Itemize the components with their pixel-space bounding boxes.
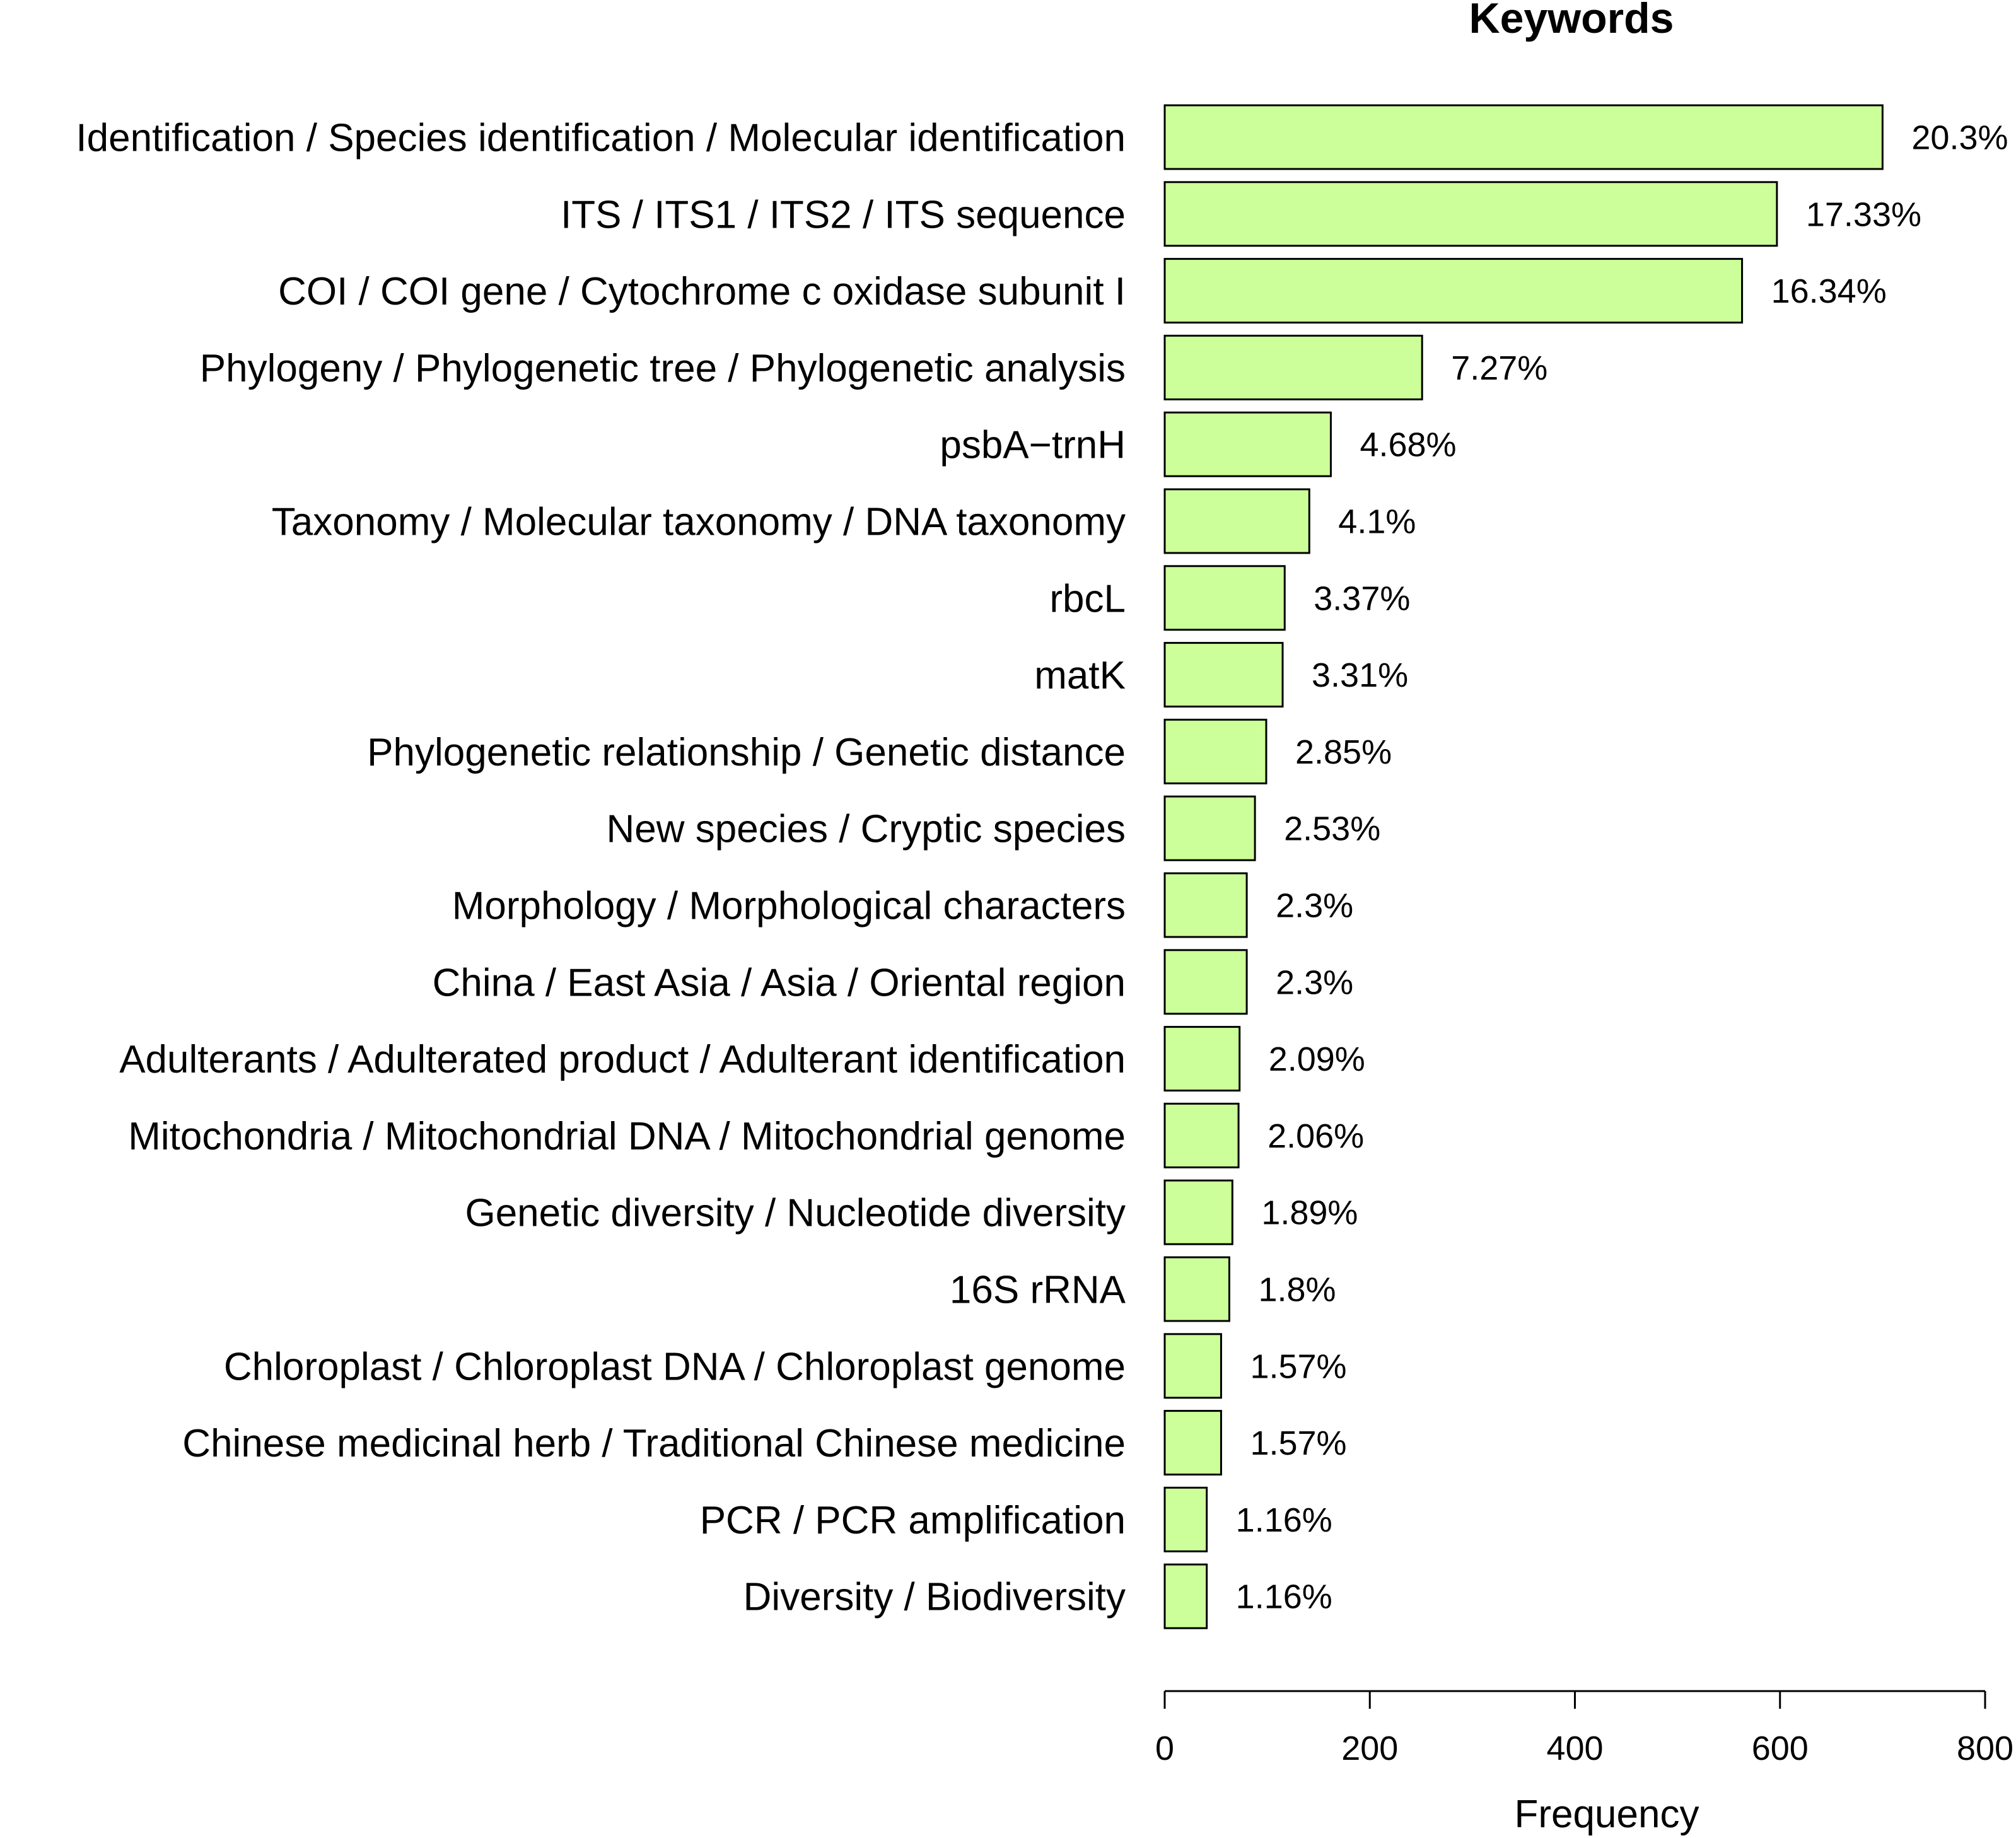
bar <box>1163 949 1248 1015</box>
category-label: Morphology / Morphological characters <box>452 885 1126 928</box>
x-axis: 0 200 400 600 800 <box>1155 1690 2013 1767</box>
category-label: 16S rRNA <box>950 1269 1126 1312</box>
value-label: 20.3% <box>1911 119 2008 157</box>
bar <box>1163 1563 1208 1629</box>
value-label: 1.89% <box>1261 1194 1358 1232</box>
category-labels: Identification / Species identification … <box>76 117 1126 1619</box>
category-label: PCR / PCR amplification <box>700 1499 1126 1542</box>
x-tick-label: 800 <box>1957 1730 2013 1767</box>
bar <box>1163 411 1332 477</box>
value-labels: 20.3% 17.33% 16.34% 7.27% 4.68% 4.1% 3.37% 3.31… <box>1236 119 2008 1616</box>
value-label: 2.53% <box>1284 810 1380 848</box>
x-tick-label: 400 <box>1546 1730 1603 1767</box>
bar <box>1163 565 1286 631</box>
bar <box>1163 795 1256 861</box>
value-label: 4.1% <box>1338 503 1416 541</box>
category-label: ITS / ITS1 / ITS2 / ITS sequence <box>561 193 1126 236</box>
category-label: psbA−trnH <box>940 424 1126 467</box>
category-label: New species / Cryptic species <box>607 808 1126 851</box>
x-tick-label: 200 <box>1341 1730 1398 1767</box>
category-label: matK <box>1034 654 1126 697</box>
value-label: 2.09% <box>1269 1040 1365 1078</box>
category-label: Phylogenetic relationship / Genetic dist… <box>367 731 1126 774</box>
value-label: 3.31% <box>1312 656 1408 694</box>
value-label: 2.06% <box>1267 1117 1364 1155</box>
category-label: Phylogeny / Phylogenetic tree / Phylogen… <box>200 347 1126 390</box>
category-label: Mitochondria / Mitochondrial DNA / Mitoc… <box>128 1115 1126 1158</box>
value-label: 16.34% <box>1771 272 1887 310</box>
value-label: 7.27% <box>1451 349 1547 387</box>
bar <box>1163 258 1744 324</box>
bar <box>1163 334 1423 400</box>
bar <box>1163 104 1884 170</box>
category-label: China / East Asia / Asia / Oriental regi… <box>433 961 1126 1004</box>
bar <box>1163 1179 1233 1245</box>
bars-group <box>1163 104 1884 1629</box>
value-label: 2.3% <box>1276 887 1353 925</box>
category-label: Identification / Species identification … <box>76 117 1126 160</box>
bar <box>1163 488 1310 554</box>
category-label: Chinese medicinal herb / Traditional Chi… <box>182 1422 1126 1465</box>
bar <box>1163 1026 1241 1092</box>
bar <box>1163 642 1284 708</box>
value-label: 1.57% <box>1250 1347 1346 1385</box>
value-label: 4.68% <box>1360 426 1456 464</box>
category-label: Genetic diversity / Nucleotide diversity <box>465 1192 1126 1235</box>
value-label: 1.57% <box>1250 1424 1346 1462</box>
x-axis-label: Frequency <box>1515 1793 1699 1836</box>
x-tick-label: 600 <box>1752 1730 1809 1767</box>
bar <box>1163 1102 1240 1168</box>
bar <box>1163 718 1267 784</box>
value-label: 17.33% <box>1806 195 1921 233</box>
category-label: rbcL <box>1049 577 1126 620</box>
value-label: 1.16% <box>1236 1501 1332 1539</box>
chart-title: Keywords <box>1469 0 1674 42</box>
value-label: 2.3% <box>1276 963 1353 1001</box>
bar <box>1163 1256 1230 1322</box>
value-label: 3.37% <box>1314 579 1410 617</box>
bar <box>1163 1410 1222 1476</box>
category-label: COI / COI gene / Cytochrome c oxidase su… <box>278 270 1126 313</box>
category-label: Diversity / Biodiversity <box>743 1576 1126 1619</box>
bar <box>1163 872 1248 938</box>
category-label: Adulterants / Adulterated product / Adul… <box>119 1038 1126 1081</box>
category-label: Chloroplast / Chloroplast DNA / Chloropl… <box>224 1345 1126 1388</box>
bar <box>1163 1333 1222 1399</box>
category-label: Taxonomy / Molecular taxonomy / DNA taxo… <box>272 501 1126 544</box>
value-label: 2.85% <box>1295 733 1392 771</box>
value-label: 1.16% <box>1236 1578 1332 1616</box>
value-label: 1.8% <box>1258 1271 1336 1309</box>
bar <box>1163 181 1778 247</box>
bar <box>1163 1486 1208 1552</box>
x-tick-label: 0 <box>1155 1730 1174 1767</box>
